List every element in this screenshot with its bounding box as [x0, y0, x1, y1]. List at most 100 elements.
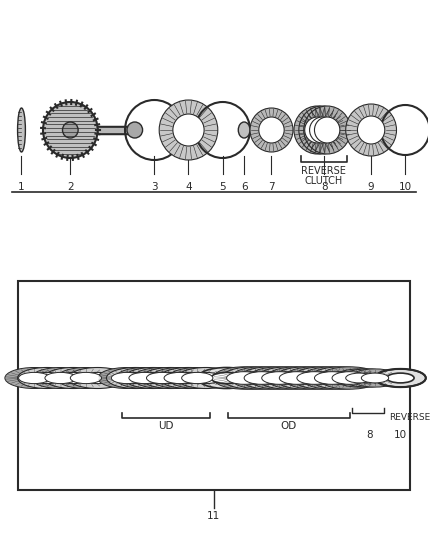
- Ellipse shape: [299, 106, 346, 154]
- Ellipse shape: [177, 367, 235, 389]
- Ellipse shape: [283, 367, 346, 389]
- Ellipse shape: [305, 117, 330, 143]
- Text: 11: 11: [207, 511, 220, 521]
- Ellipse shape: [197, 367, 256, 389]
- Text: 10: 10: [394, 430, 407, 440]
- Ellipse shape: [306, 372, 341, 384]
- Ellipse shape: [361, 373, 389, 383]
- Ellipse shape: [127, 122, 143, 138]
- Text: REVERSE: REVERSE: [301, 166, 346, 176]
- Ellipse shape: [357, 116, 385, 144]
- Ellipse shape: [346, 104, 396, 156]
- Text: REVERSE: REVERSE: [389, 413, 430, 422]
- Ellipse shape: [45, 373, 76, 384]
- Text: UD: UD: [158, 421, 174, 431]
- Ellipse shape: [159, 367, 218, 389]
- Ellipse shape: [146, 373, 178, 384]
- Ellipse shape: [235, 372, 271, 384]
- Ellipse shape: [297, 372, 332, 384]
- Ellipse shape: [226, 372, 262, 384]
- Ellipse shape: [155, 373, 187, 384]
- Ellipse shape: [310, 117, 335, 143]
- Ellipse shape: [279, 372, 314, 384]
- Ellipse shape: [182, 373, 213, 384]
- Text: 8: 8: [366, 430, 372, 440]
- Text: 8: 8: [321, 182, 328, 192]
- Ellipse shape: [375, 369, 426, 387]
- Ellipse shape: [314, 117, 340, 143]
- Ellipse shape: [5, 367, 64, 389]
- Ellipse shape: [265, 367, 328, 389]
- Text: CLUTCH: CLUTCH: [304, 176, 343, 186]
- Ellipse shape: [244, 372, 279, 384]
- Ellipse shape: [82, 373, 113, 384]
- Text: OD: OD: [280, 421, 297, 431]
- Ellipse shape: [71, 373, 102, 384]
- Ellipse shape: [346, 373, 373, 383]
- Ellipse shape: [288, 372, 323, 384]
- Ellipse shape: [173, 114, 204, 146]
- Ellipse shape: [68, 367, 127, 389]
- Bar: [18, 281, 410, 490]
- Ellipse shape: [271, 372, 306, 384]
- Text: 3: 3: [151, 182, 158, 192]
- Ellipse shape: [292, 367, 354, 389]
- Ellipse shape: [44, 367, 102, 389]
- Ellipse shape: [323, 372, 358, 384]
- Ellipse shape: [133, 367, 191, 389]
- Ellipse shape: [275, 367, 337, 389]
- Ellipse shape: [57, 367, 115, 389]
- Ellipse shape: [211, 373, 242, 384]
- Text: 9: 9: [368, 182, 374, 192]
- Ellipse shape: [310, 367, 372, 389]
- Ellipse shape: [304, 106, 350, 154]
- Ellipse shape: [387, 373, 414, 383]
- Ellipse shape: [18, 373, 50, 384]
- Ellipse shape: [294, 106, 341, 154]
- Ellipse shape: [213, 367, 276, 389]
- Text: 10: 10: [399, 182, 412, 192]
- Ellipse shape: [238, 122, 250, 138]
- Text: 5: 5: [219, 182, 226, 192]
- Ellipse shape: [106, 367, 165, 389]
- Ellipse shape: [98, 367, 156, 389]
- Ellipse shape: [124, 367, 183, 389]
- Ellipse shape: [318, 367, 381, 389]
- Ellipse shape: [150, 367, 209, 389]
- Ellipse shape: [262, 372, 297, 384]
- Ellipse shape: [58, 373, 89, 384]
- Ellipse shape: [259, 117, 284, 143]
- Ellipse shape: [43, 102, 98, 158]
- Ellipse shape: [120, 373, 152, 384]
- Text: 7: 7: [268, 182, 275, 192]
- Ellipse shape: [314, 372, 350, 384]
- Ellipse shape: [248, 367, 311, 389]
- Ellipse shape: [111, 373, 143, 384]
- Ellipse shape: [332, 372, 367, 384]
- Ellipse shape: [31, 373, 63, 384]
- Ellipse shape: [230, 367, 293, 389]
- Ellipse shape: [18, 367, 76, 389]
- Ellipse shape: [173, 373, 204, 384]
- Ellipse shape: [222, 367, 284, 389]
- Ellipse shape: [164, 373, 195, 384]
- Ellipse shape: [159, 100, 218, 160]
- Ellipse shape: [353, 373, 381, 383]
- Ellipse shape: [253, 372, 288, 384]
- Text: 1: 1: [18, 182, 25, 192]
- Text: 2: 2: [67, 182, 74, 192]
- Ellipse shape: [168, 367, 226, 389]
- Ellipse shape: [239, 367, 302, 389]
- Ellipse shape: [18, 108, 25, 152]
- Ellipse shape: [342, 369, 392, 387]
- Ellipse shape: [31, 367, 90, 389]
- Ellipse shape: [115, 367, 174, 389]
- Ellipse shape: [138, 373, 169, 384]
- Ellipse shape: [129, 373, 160, 384]
- Ellipse shape: [301, 367, 363, 389]
- Ellipse shape: [141, 367, 200, 389]
- Text: 4: 4: [185, 182, 192, 192]
- Ellipse shape: [63, 122, 78, 138]
- Ellipse shape: [250, 108, 293, 152]
- Ellipse shape: [257, 367, 319, 389]
